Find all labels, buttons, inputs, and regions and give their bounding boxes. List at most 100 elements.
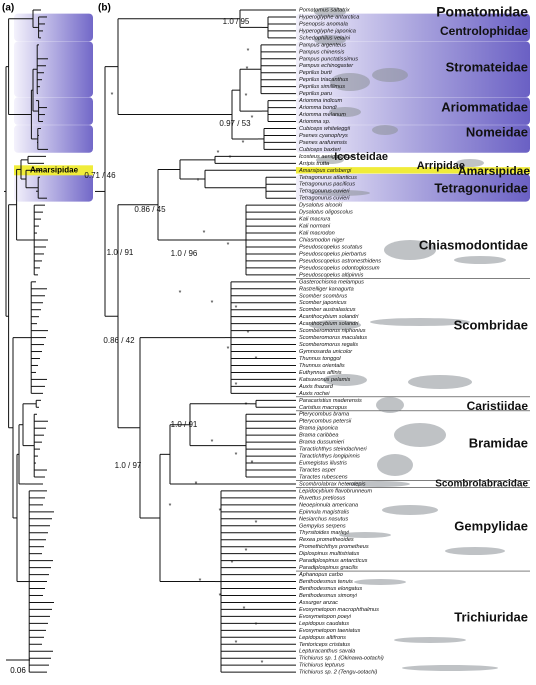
taxon-label: Chiasmodon niger: [299, 237, 346, 243]
family-box: [296, 125, 530, 153]
family-label: Pomatomidae: [436, 4, 528, 20]
taxon-label: Scomber scombrus: [299, 293, 347, 299]
fish-illustration: [372, 68, 408, 82]
taxon-label: Pseudoscopelus scutatus: [299, 244, 363, 250]
family-box: [14, 125, 93, 153]
taxon-label: Taractichthys steindachneri: [299, 447, 367, 453]
taxon-label: Lepturacanthus savala: [299, 649, 355, 655]
family-label: Stromateidae: [446, 59, 528, 74]
fish-illustration: [408, 375, 472, 389]
panel-label: (a): [2, 3, 14, 14]
taxon-label: Pampus argenteus: [299, 42, 346, 48]
taxon-label: Kali macrura: [299, 217, 330, 223]
taxon-label: Assurger anzac: [298, 600, 338, 606]
highlight-label: Amarsipidae: [30, 165, 79, 174]
node-mark: *: [255, 520, 258, 527]
family-label: Scombridae: [454, 317, 528, 332]
taxon-label: Amarsipus carlsbergi: [298, 168, 352, 174]
taxon-label: Peprilus simillimus: [299, 84, 345, 90]
node-mark: *: [247, 48, 250, 55]
family-label: Amarsipidae: [458, 164, 530, 178]
taxon-label: Psenes arafurensis: [299, 140, 347, 146]
node-mark: *: [235, 382, 238, 389]
taxon-label: Thunnus tonggol: [299, 356, 341, 362]
taxon-label: Lepidopus caudatus: [299, 621, 349, 627]
taxon-label: Pseudoscopelus pierbartus: [299, 251, 367, 257]
taxon-label: Evoxymetopon poeyi: [299, 614, 352, 620]
taxon-label: Psenopsis anomala: [299, 21, 348, 27]
taxon-label: Gymnosarda unicolor: [299, 349, 353, 355]
taxon-label: Thunnus orientalis: [299, 363, 345, 369]
taxon-label: Arripis trutta: [298, 161, 329, 167]
node-mark: *: [245, 402, 248, 409]
taxon-label: Acanthocybium solandri: [298, 314, 359, 320]
node-mark: *: [242, 140, 245, 147]
taxon-label: Ariomma sp.: [298, 119, 330, 125]
taxon-label: Taractes asper: [299, 468, 337, 474]
node-mark: *: [255, 622, 258, 629]
taxon-label: Peprilus burti: [299, 70, 332, 76]
family-box: [14, 41, 93, 98]
node-mark: *: [111, 92, 114, 99]
taxon-label: Aphanopus carbo: [298, 572, 343, 578]
node-mark: *: [211, 300, 214, 307]
taxon-label: Caristius macropus: [299, 405, 347, 411]
node-mark: *: [231, 560, 234, 567]
taxon-label: Nesiarchus nasutus: [299, 516, 348, 522]
taxon-label: Auxis thazard: [298, 384, 334, 390]
support-value: 0.86 / 45: [134, 205, 166, 214]
taxon-label: Tentoriceps cristatus: [299, 642, 350, 648]
fish-illustration: [402, 665, 498, 671]
taxon-label: Tetragonurus atlanticus: [299, 175, 357, 181]
node-mark: *: [261, 660, 264, 667]
node-mark: *: [227, 242, 230, 249]
taxon-label: Pampus echinogaster: [299, 63, 354, 69]
fish-illustration: [330, 73, 370, 91]
fish-illustration: [377, 454, 413, 476]
taxon-label: Taractichthys longipinnis: [299, 454, 360, 460]
taxon-label: Ariomma bondi: [298, 105, 337, 111]
support-value: 1.0 / 96: [171, 249, 198, 258]
support-value: 1.0 / 91: [107, 248, 134, 257]
taxon-label: Trichiurus sp. 1 (Okinawa-ootachi): [299, 656, 384, 662]
fish-illustration: [370, 318, 470, 326]
support-value: 1.0 / 97: [115, 461, 142, 470]
fish-illustration: [316, 156, 344, 164]
taxon-label: Brama caribbea: [299, 433, 339, 439]
support-value: 1.0 / 91: [171, 420, 198, 429]
taxon-label: Dysalotus alcocki: [299, 203, 343, 209]
family-label: Bramidae: [469, 435, 528, 450]
taxon-label: Psenes cyanophrys: [299, 133, 348, 139]
taxon-label: Promethichthys prometheus: [299, 544, 369, 550]
family-label: Ariommatidae: [441, 99, 528, 114]
fish-illustration: [376, 397, 404, 413]
taxon-label: Scomberomorus regalis: [299, 342, 358, 348]
taxon-label: Dysalotus oligoscolus: [299, 210, 353, 216]
taxon-label: Diplospinus multistriatus: [299, 551, 360, 557]
family-label: Scombrolabracidae: [435, 479, 528, 490]
fish-illustration: [456, 159, 484, 167]
taxon-label: Tetragonurus cuvieri: [299, 189, 350, 195]
taxon-label: Paracaristius maderensis: [299, 398, 362, 404]
taxon-label: Brama dussumieri: [299, 440, 345, 446]
taxon-label: Scomberomorus maculatus: [299, 335, 367, 341]
taxon-label: Pampus punctatissimus: [299, 56, 358, 62]
taxon-label: Hyperoglyphe antarctica: [299, 14, 359, 20]
fish-illustration: [309, 320, 361, 330]
taxon-label: Rexea prometheoides: [299, 537, 354, 543]
fish-illustration: [314, 35, 346, 45]
node-mark: *: [235, 452, 238, 459]
taxon-label: Auxis rochei: [298, 391, 330, 397]
taxon-label: Neoepinnula americana: [299, 502, 358, 508]
family-label: Tetragonuridae: [434, 180, 528, 195]
family-box: [14, 13, 93, 42]
node-mark: *: [197, 178, 200, 185]
taxon-label: Evoxymetopon taeniatus: [299, 628, 360, 634]
taxon-label: Paradiplospinus gracilis: [299, 565, 358, 571]
taxon-label: Pseudoscopelus astronesthidens: [299, 258, 381, 264]
node-mark: *: [235, 640, 238, 647]
taxon-label: Evoxymetopon macrophthalmus: [299, 607, 379, 613]
node-mark: *: [199, 578, 202, 585]
